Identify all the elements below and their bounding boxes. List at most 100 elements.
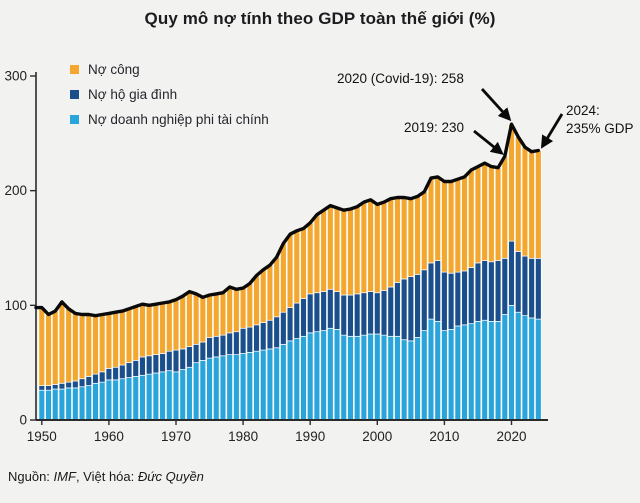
bar-2002-corporate: [387, 335, 394, 421]
bar-1971-public: [179, 295, 186, 350]
bar-1975-corporate: [206, 357, 213, 421]
bar-1958-corporate: [92, 382, 99, 421]
legend-item-household: Nợ hộ gia đình: [70, 87, 269, 103]
bar-1957-public: [85, 314, 93, 377]
bar-1970-corporate: [172, 371, 180, 421]
bar-1957-corporate: [85, 385, 93, 421]
bar-1970-public: [172, 299, 180, 351]
bar-2021-corporate: [514, 311, 522, 421]
bar-2023-corporate: [528, 317, 535, 421]
bar-1963-household: [125, 362, 133, 378]
bar-2012-corporate: [454, 325, 462, 421]
bar-2004-household: [400, 278, 408, 341]
bar-1965-household: [139, 356, 146, 376]
bar-1953-household: [58, 382, 66, 390]
bar-1998-corporate: [360, 334, 368, 421]
bar-1953-public: [58, 301, 66, 384]
bar-1954-public: [65, 308, 72, 383]
source-prefix: Nguồn:: [8, 469, 54, 484]
bar-2018-public: [494, 167, 502, 261]
bar-2023-household: [528, 257, 535, 319]
bar-1950-household: [38, 385, 46, 391]
bar-2011-household: [447, 272, 455, 330]
bar-1959-public: [98, 314, 106, 373]
x-tick-label-1990: 1990: [295, 429, 325, 444]
bar-2010-household: [441, 271, 448, 331]
bar-2009-corporate: [434, 321, 441, 421]
bar-1970-household: [172, 349, 180, 373]
bar-1994-public: [333, 207, 341, 292]
bar-1971-corporate: [179, 369, 186, 421]
bar-2021-household: [514, 251, 522, 313]
annotation-2020-covid: 2020 (Covid-19): 258: [337, 71, 464, 86]
bar-1985-public: [273, 256, 280, 318]
bar-1961-public: [112, 311, 119, 368]
bar-2005-household: [407, 276, 415, 342]
bar-1997-corporate: [353, 335, 361, 421]
bar-1988-corporate: [293, 338, 301, 421]
bar-1977-public: [219, 292, 227, 336]
bar-2000-corporate: [374, 333, 381, 421]
bar-1956-household: [78, 378, 86, 388]
bar-1983-corporate: [259, 349, 267, 421]
x-tick-label-1950: 1950: [27, 429, 57, 444]
bar-1974-corporate: [199, 360, 207, 421]
bar-1953-corporate: [58, 388, 66, 421]
bar-2019-public: [501, 155, 509, 259]
bar-1956-corporate: [78, 386, 86, 421]
bar-1999-corporate: [367, 333, 374, 421]
bar-2021-public: [514, 136, 522, 252]
bar-1958-household: [92, 373, 99, 384]
bar-2003-corporate: [394, 335, 401, 421]
source-author: Đức Quyền: [137, 469, 204, 484]
bar-2015-household: [474, 262, 482, 322]
bar-1986-corporate: [280, 343, 287, 421]
bar-1966-public: [145, 304, 153, 357]
bar-1983-household: [259, 322, 267, 351]
bar-1976-corporate: [213, 356, 220, 421]
bar-1978-corporate: [226, 354, 233, 421]
bar-2016-household: [481, 260, 488, 321]
bar-1989-public: [300, 228, 307, 299]
y-tick-label-200: 200: [4, 183, 27, 198]
bar-2013-public: [461, 176, 468, 272]
bar-1950-public: [38, 307, 46, 386]
bar-1988-household: [293, 302, 301, 339]
bar-1965-public: [139, 303, 146, 358]
bar-1984-household: [266, 319, 274, 350]
bar-1966-corporate: [145, 373, 153, 421]
bar-1966-household: [145, 355, 153, 375]
bar-2022-public: [521, 146, 529, 257]
legend-item-public: Nợ công: [70, 62, 269, 78]
bar-1952-corporate: [51, 388, 59, 421]
bar-1981-household: [246, 326, 254, 353]
bar-1995-public: [340, 209, 348, 296]
bar-1987-household: [286, 307, 294, 342]
bar-1979-household: [233, 331, 240, 355]
bar-1987-corporate: [286, 340, 294, 421]
bar-1983-public: [259, 269, 267, 323]
bar-2016-public: [481, 162, 488, 261]
bar-2009-household: [434, 260, 441, 322]
y-tick-label-0: 0: [19, 413, 27, 428]
y-tick-label-100: 100: [4, 298, 27, 313]
bar-1962-public: [119, 310, 126, 366]
bar-2000-household: [374, 292, 381, 335]
bar-1985-household: [273, 316, 280, 349]
bar-2010-public: [441, 181, 448, 273]
x-tick-label-1970: 1970: [161, 429, 191, 444]
bar-1996-public: [347, 208, 354, 296]
annotation-2019: 2019: 230: [404, 120, 465, 135]
page-title: Quy mô nợ tính theo GDP toàn thế giới (%…: [144, 9, 496, 28]
bar-1972-household: [186, 346, 193, 368]
bar-2007-public: [421, 191, 428, 271]
bar-1957-household: [85, 376, 93, 386]
bar-1982-public: [253, 275, 260, 326]
bar-2010-corporate: [441, 330, 448, 421]
bar-1976-household: [213, 335, 220, 358]
bar-2024-household: [535, 257, 542, 320]
bar-1992-public: [320, 209, 327, 292]
bar-2000-public: [374, 204, 381, 294]
bar-1969-public: [166, 301, 173, 352]
bar-1954-corporate: [65, 387, 72, 421]
